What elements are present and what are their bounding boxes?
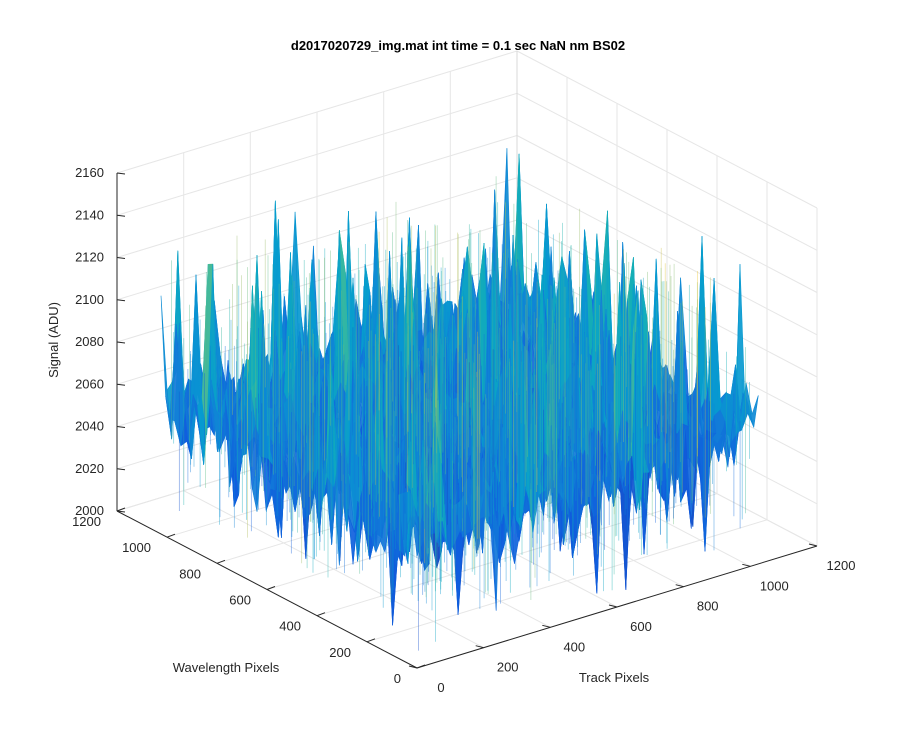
y-tick-mark — [116, 507, 126, 512]
grid-line — [316, 493, 718, 617]
surface-mesh — [160, 148, 759, 651]
y-tick-label: 800 — [179, 566, 201, 581]
z-tick-label: 2000 — [75, 503, 104, 518]
grid-line — [516, 135, 818, 293]
x-tick-mark — [542, 624, 551, 628]
z-tick-mark — [116, 257, 126, 259]
grid-line — [116, 219, 518, 343]
y-tick-mark — [216, 559, 226, 564]
y-tick-label: 0 — [394, 671, 401, 686]
y-tick-label: 1200 — [72, 514, 101, 529]
grid-line — [116, 92, 518, 216]
z-tick-label: 2140 — [75, 207, 104, 222]
x-axis-label: Track Pixels — [579, 670, 650, 685]
z-tick-label: 2040 — [75, 419, 104, 434]
x-tick-mark — [675, 584, 684, 588]
grid-line — [116, 135, 518, 258]
y-tick-label: 400 — [279, 619, 301, 634]
y-tick-mark — [416, 664, 426, 669]
z-tick-label: 2020 — [75, 461, 104, 476]
z-tick-mark — [116, 172, 126, 175]
y-tick-mark — [316, 612, 326, 617]
z-axis-label: Signal (ADU) — [46, 302, 61, 378]
x-tick-label: 600 — [630, 619, 652, 634]
z-tick-mark — [116, 510, 126, 513]
grid-line — [516, 92, 818, 251]
z-tick-mark — [116, 426, 126, 428]
y-tick-label: 1000 — [122, 540, 151, 555]
z-tick-mark — [116, 383, 126, 386]
x-tick-mark — [808, 543, 818, 547]
x-tick-label: 1000 — [760, 578, 789, 593]
x-tick-mark — [742, 563, 751, 567]
z-tick-label: 2080 — [75, 334, 104, 349]
tick-labels: 2000202020402060208021002120214021600200… — [72, 165, 855, 695]
x-tick-label: 400 — [563, 639, 585, 654]
x-tick-label: 200 — [497, 660, 519, 675]
z-tick-mark — [116, 214, 126, 217]
x-tick-label: 0 — [437, 680, 444, 695]
z-tick-mark — [116, 299, 126, 302]
grid-line — [516, 50, 818, 209]
chart-title: d2017020729_img.mat int time = 0.1 sec N… — [291, 38, 625, 53]
y-tick-label: 200 — [329, 645, 351, 660]
z-tick-mark — [116, 468, 126, 471]
axes — [116, 172, 818, 669]
grid-line — [116, 50, 518, 174]
z-tick-label: 2060 — [75, 376, 104, 391]
y-tick-mark — [166, 533, 176, 538]
grid-line — [116, 177, 518, 301]
z-tick-label: 2120 — [75, 250, 104, 265]
x-tick-mark — [475, 645, 484, 649]
y-tick-label: 600 — [229, 593, 251, 608]
y-tick-mark — [266, 586, 276, 590]
grid-line — [366, 519, 768, 643]
z-tick-label: 2160 — [75, 165, 104, 180]
z-tick-mark — [116, 341, 126, 344]
grid-line — [516, 219, 818, 378]
grid-line — [516, 177, 818, 336]
x-tick-mark — [408, 665, 418, 669]
z-tick-label: 2100 — [75, 292, 104, 307]
x-tick-mark — [608, 604, 618, 608]
y-tick-mark — [366, 638, 376, 643]
x-tick-label: 1200 — [827, 558, 856, 573]
y-axis-label: Wavelength Pixels — [173, 660, 280, 675]
x-tick-label: 800 — [697, 599, 719, 614]
